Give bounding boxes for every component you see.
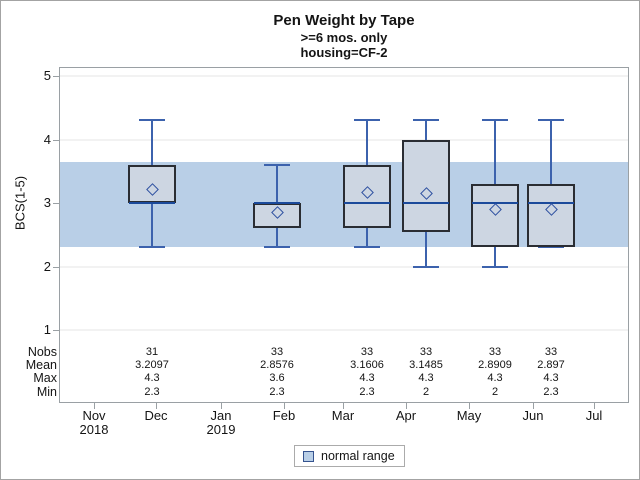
stats-value-dec-max: 4.3 [144, 372, 160, 384]
stats-value-mar-nobs: 33 [360, 346, 374, 358]
x-axis-tick [284, 403, 285, 409]
legend-label: normal range [321, 449, 395, 463]
x-axis-tick [594, 403, 595, 409]
legend-normal-range: normal range [294, 445, 405, 467]
x-axis-tick [343, 403, 344, 409]
chart-title: Pen Weight by Tape [273, 12, 415, 29]
y-axis-tick [53, 330, 59, 331]
stats-value-dec-nobs: 31 [145, 346, 159, 358]
stats-value-feb-nobs: 33 [270, 346, 284, 358]
x-tick-label-jan: Jan [210, 408, 232, 423]
median-line-feb [254, 202, 300, 204]
stats-value-jun-nobs: 33 [544, 346, 558, 358]
x-axis-tick [221, 403, 222, 409]
gridline [60, 329, 628, 331]
whisker-cap-top-apr [413, 119, 439, 122]
whisker-cap-bottom-may [482, 265, 508, 268]
y-axis-tick [53, 266, 59, 268]
stats-value-apr-min: 2 [422, 386, 430, 398]
whisker-cap-bottom-jun [538, 246, 564, 249]
stats-value-may-max: 4.3 [487, 372, 503, 384]
y-tick-label: 4 [43, 131, 51, 147]
x-axis-tick [469, 403, 470, 409]
x-axis-tick [533, 403, 534, 409]
stats-value-may-mean: 2.8909 [478, 359, 512, 371]
stats-row-label-max: Max [33, 371, 57, 385]
x-year-label-2018: 2018 [79, 422, 109, 437]
x-axis-tick [406, 403, 407, 409]
box-feb [253, 203, 301, 229]
median-line-dec [129, 202, 175, 204]
stats-value-mar-min: 2.3 [359, 386, 375, 398]
x-tick-label-nov: Nov [82, 408, 106, 423]
box-apr [402, 139, 450, 232]
y-tick-label: 5 [43, 68, 51, 83]
x-tick-label-may: May [456, 408, 482, 423]
median-line-mar [344, 202, 390, 204]
y-tick-label: 1 [43, 322, 51, 337]
x-year-label-2019: 2019 [206, 422, 236, 437]
legend-swatch-icon [303, 450, 314, 462]
stats-value-may-min: 2 [491, 386, 499, 398]
whisker-cap-bottom-apr [413, 265, 439, 268]
stats-value-apr-mean: 3.1485 [409, 359, 443, 371]
whisker-cap-top-jun [538, 119, 564, 122]
x-tick-label-dec: Dec [144, 408, 168, 423]
stats-row-label-min: Min [36, 385, 57, 399]
chart-subtitle-age: >=6 mos. only [300, 30, 388, 45]
whisker-cap-top-may [482, 119, 508, 122]
x-axis-tick [94, 403, 95, 409]
whisker-cap-bottom-mar [354, 246, 380, 249]
stats-row-label-mean: Mean [25, 358, 57, 372]
median-line-jun [528, 202, 574, 204]
x-tick-label-feb: Feb [272, 408, 296, 423]
y-axis-tick [53, 139, 59, 141]
x-axis-tick [156, 403, 157, 409]
y-tick-label: 3 [43, 195, 51, 210]
whisker-cap-top-mar [354, 119, 380, 122]
y-tick-label: 2 [43, 258, 51, 274]
stats-value-may-nobs: 33 [488, 346, 502, 358]
whisker-cap-top-dec [139, 119, 165, 122]
x-tick-label-jun: Jun [522, 408, 544, 423]
stats-value-mar-mean: 3.1606 [350, 359, 384, 371]
y-axis-tick [53, 203, 59, 204]
stats-value-apr-nobs: 33 [419, 346, 433, 358]
stats-value-mar-max: 4.3 [359, 372, 375, 384]
y-axis-label: BCS(1-5) [12, 175, 28, 231]
stats-value-apr-max: 4.3 [418, 372, 434, 384]
median-line-may [472, 202, 518, 204]
x-tick-label-apr: Apr [395, 408, 417, 423]
plot-frame [59, 67, 629, 403]
gridline [60, 138, 628, 141]
x-tick-label-jul: Jul [585, 408, 603, 423]
x-tick-label-mar: Mar [331, 408, 355, 423]
whisker-cap-bottom-feb [264, 246, 290, 249]
median-line-apr [403, 202, 449, 204]
stats-row-label-nobs: Nobs [27, 345, 57, 359]
gridline [60, 265, 628, 268]
box-jun [527, 183, 575, 248]
stats-value-jun-min: 2.3 [543, 386, 559, 398]
box-dec [128, 164, 176, 203]
stats-value-feb-mean: 2.8576 [260, 359, 294, 371]
stats-value-dec-mean: 3.2097 [135, 359, 169, 371]
gridline [60, 75, 628, 77]
y-axis-tick [53, 76, 59, 77]
stats-value-feb-min: 2.3 [269, 386, 285, 398]
stats-value-jun-max: 4.3 [543, 372, 559, 384]
chart-subtitle-housing: housing=CF-2 [300, 45, 388, 60]
stats-value-jun-mean: 2.897 [537, 359, 565, 371]
stats-value-dec-min: 2.3 [144, 386, 160, 398]
box-mar [343, 164, 391, 229]
stats-value-feb-max: 3.6 [269, 372, 285, 384]
box-may [471, 183, 519, 248]
whisker-cap-top-feb [264, 163, 290, 166]
whisker-cap-bottom-dec [139, 246, 165, 249]
